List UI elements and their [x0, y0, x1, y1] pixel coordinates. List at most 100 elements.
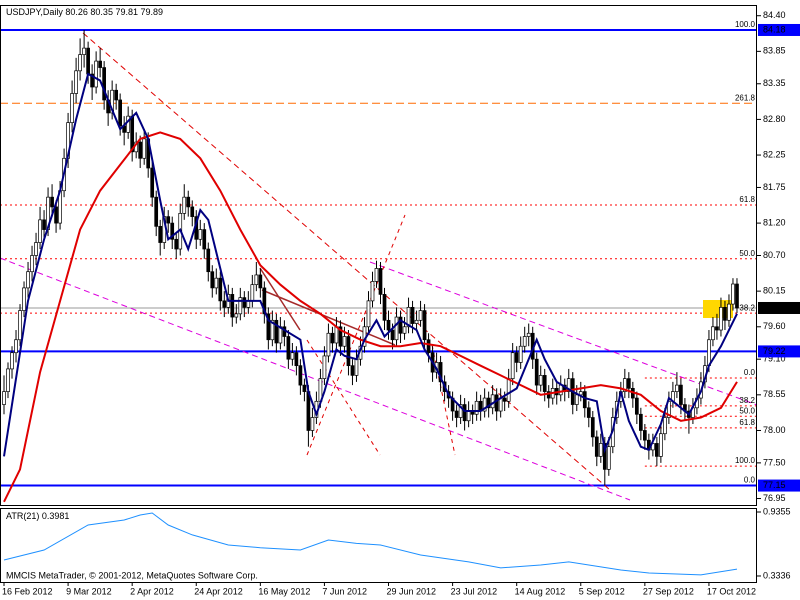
candle-body: [731, 283, 735, 305]
y-tick-label: 83.85: [763, 46, 786, 56]
ohlc-value: 79.89: [141, 7, 164, 17]
candle-body: [514, 352, 519, 363]
candle-body: [250, 284, 255, 302]
y-tick-label: 84.40: [763, 10, 786, 20]
candle-body: [230, 294, 235, 318]
candle-body: [518, 345, 523, 363]
candle-body: [402, 326, 407, 334]
y-tick-label: 80.15: [763, 286, 786, 296]
candle-body: [707, 339, 711, 367]
candle-body: [482, 397, 487, 412]
candle-body: [118, 99, 123, 127]
candle-body: [398, 316, 403, 334]
candle-body: [42, 219, 46, 230]
candle-body: [338, 326, 343, 347]
candle-body: [166, 216, 171, 224]
candle-body: [50, 196, 54, 208]
x-tick-label: 29 Jun 2012: [387, 586, 437, 596]
candle-body: [78, 54, 82, 72]
ohlc-value: 79.81: [115, 7, 138, 17]
candle-body: [182, 196, 187, 214]
candle-body: [158, 225, 163, 243]
price-box-label: 77.15: [763, 480, 786, 490]
candle-body: [506, 378, 511, 402]
candle-body: [310, 417, 315, 431]
x-tick-label: 14 Aug 2012: [515, 586, 566, 596]
candle-body: [266, 313, 271, 341]
candle-body: [394, 316, 399, 341]
candle-body: [390, 329, 395, 341]
candle-body: [174, 238, 179, 250]
candle-body: [486, 397, 491, 409]
candle-body: [54, 206, 58, 224]
candle-body: [711, 326, 715, 341]
candle-body: [258, 274, 263, 289]
x-tick-label: 16 May 2012: [258, 586, 310, 596]
candle-body: [30, 255, 34, 273]
fibo-label: 261.8: [735, 93, 756, 102]
candle-body: [214, 277, 219, 289]
candle-body: [606, 446, 611, 470]
y-tick-label: 79.10: [763, 354, 786, 364]
candle-body: [2, 391, 6, 405]
y-tick-label: 78.55: [763, 389, 786, 399]
candle-body: [586, 407, 591, 418]
y-tick-label: 78.00: [763, 425, 786, 435]
candle-body: [735, 283, 739, 309]
candle-body: [426, 339, 431, 354]
trendline: [0, 257, 631, 501]
candle-body: [286, 336, 291, 360]
current-price-box: [758, 301, 800, 314]
chart-header: USDJPY,Daily 80.26 80.35 79.81 79.89: [6, 7, 163, 17]
moving-average: [3, 131, 738, 503]
current-price-label: 79.89: [763, 302, 786, 312]
trendline: [306, 214, 406, 456]
x-tick-label: 7 Jun 2012: [322, 586, 367, 596]
candle-body: [502, 397, 507, 402]
y-tick-label: 83.35: [763, 78, 786, 88]
candle-body: [34, 242, 38, 256]
candle-body: [290, 352, 295, 360]
candle-body: [626, 378, 631, 389]
candle-body: [322, 355, 327, 379]
indicator-title: ATR(21): [6, 511, 39, 521]
candle-body: [186, 196, 191, 208]
indicator-frame: [0, 508, 757, 583]
y-tick-label: 81.20: [763, 217, 786, 227]
y-tick-label: 79.60: [763, 321, 786, 331]
candle-body: [10, 352, 14, 370]
indicator-value: 0.3981: [42, 511, 70, 521]
x-tick-label: 5 Sep 2012: [579, 586, 625, 596]
candle-body: [574, 394, 579, 405]
candle-body: [715, 326, 719, 331]
fibo-label: 61.8: [739, 195, 755, 204]
x-tick-label: 16 Feb 2012: [2, 586, 53, 596]
candle-body: [474, 400, 479, 415]
candle-body: [602, 443, 607, 470]
candle-body: [126, 115, 131, 133]
candle-body: [594, 436, 599, 457]
price-box: [758, 23, 800, 36]
candle-body: [414, 319, 419, 324]
candle-body: [494, 394, 499, 412]
candle-body: [262, 287, 267, 315]
price-box: [758, 345, 800, 358]
candle-body: [330, 332, 335, 344]
candle-body: [98, 60, 102, 68]
fibo-label: 100.0: [735, 20, 756, 29]
fibo-label: 50.0: [739, 406, 755, 415]
fibo-label: 61.8: [739, 418, 755, 427]
candle-body: [274, 319, 279, 344]
candle-body: [86, 47, 90, 75]
candle-body: [386, 319, 391, 331]
candle-body: [70, 93, 74, 123]
candle-body: [566, 378, 571, 392]
candle-body: [234, 313, 239, 318]
candle-body: [542, 375, 547, 392]
y-tick-label: 82.25: [763, 149, 786, 159]
candle-body: [410, 306, 415, 324]
candle-body: [110, 89, 114, 114]
candle-body: [242, 297, 247, 308]
candle-body: [458, 404, 463, 418]
candle-body: [346, 336, 351, 367]
